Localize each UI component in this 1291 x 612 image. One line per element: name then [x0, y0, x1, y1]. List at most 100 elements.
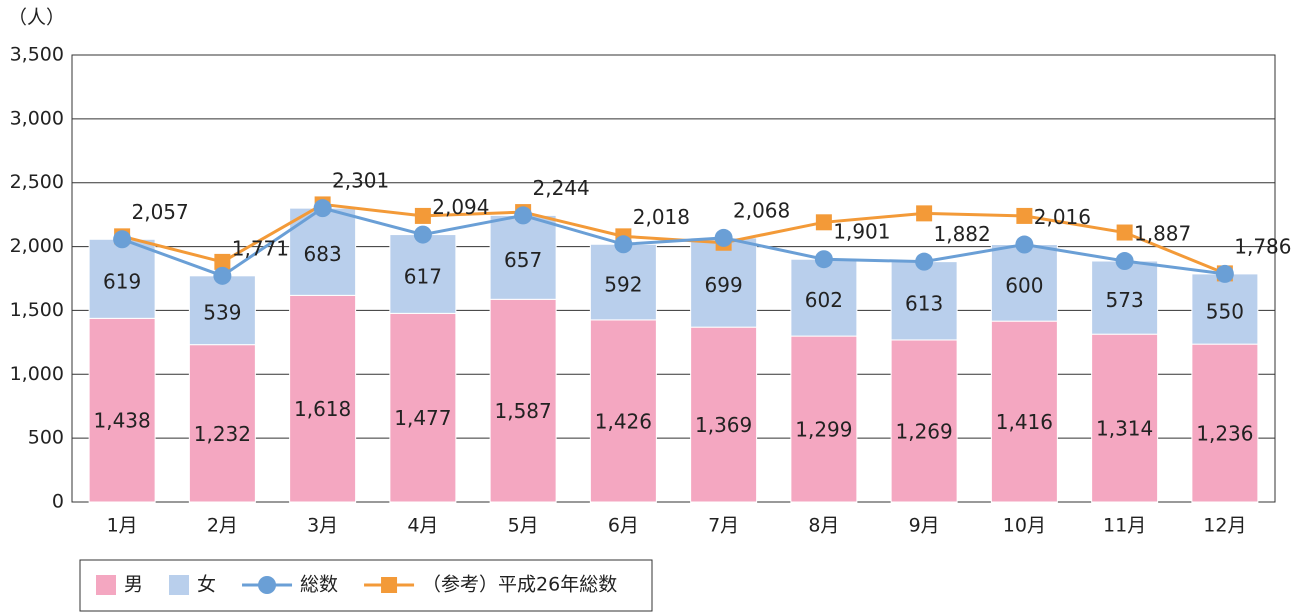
bar-segment [690, 237, 758, 328]
x-tick-label: 6月 [608, 515, 639, 537]
line-marker [915, 252, 934, 271]
x-tick-label: 10月 [1003, 515, 1046, 537]
data-label: 602 [805, 288, 843, 312]
data-label: 1,232 [194, 422, 251, 446]
bar-segment [790, 258, 858, 337]
x-tick-label: 7月 [708, 515, 739, 537]
line-marker [916, 205, 933, 222]
data-label: 1,771 [232, 236, 289, 260]
data-label: 1,314 [1096, 417, 1153, 441]
data-label: 1,236 [1196, 422, 1253, 446]
bar-segment [589, 243, 657, 321]
legend-label: 男 [124, 574, 143, 596]
plot-frame [71, 54, 1276, 503]
y-tick-label: 1,500 [10, 299, 64, 321]
bar-segment [88, 238, 156, 319]
line-marker [413, 225, 432, 244]
x-tick-label: 12月 [1203, 515, 1246, 537]
y-axis-label: （人） [8, 7, 65, 29]
data-label: 683 [304, 242, 342, 266]
legend-swatch [96, 575, 116, 595]
line-marker [1115, 252, 1134, 271]
y-tick-label: 2,500 [10, 171, 64, 193]
data-label: 592 [604, 273, 642, 297]
bar-segment [1091, 260, 1159, 335]
data-label: 539 [203, 301, 241, 325]
data-label: 613 [905, 291, 943, 315]
data-label: 1,438 [93, 409, 150, 433]
bar-segment [1191, 343, 1259, 503]
y-tick-label: 500 [28, 427, 64, 449]
x-tick-label: 1月 [107, 515, 138, 537]
x-tick-label: 8月 [808, 515, 839, 537]
data-label: 619 [103, 269, 141, 293]
bar-segment [1091, 333, 1159, 503]
data-label: 657 [504, 248, 542, 272]
data-label: 1,882 [933, 222, 990, 246]
data-label: 600 [1005, 273, 1043, 297]
bar-segment [790, 335, 858, 503]
bar-segment [690, 326, 758, 503]
legend-label: 総数 [300, 574, 338, 596]
line [121, 202, 1226, 275]
data-label: 1,369 [695, 413, 752, 437]
bar-segment [589, 319, 657, 503]
x-tick-label: 11月 [1103, 515, 1146, 537]
data-label: 573 [1106, 288, 1144, 312]
line-marker [514, 206, 533, 225]
data-label: 1,299 [795, 418, 852, 442]
line-marker [1015, 235, 1034, 254]
data-label: 699 [705, 273, 743, 297]
data-label: 1,416 [996, 410, 1053, 434]
y-tick-label: 3,500 [10, 44, 64, 66]
bar-segment [890, 261, 958, 341]
bar-segment [1191, 273, 1259, 345]
bar-segment [890, 339, 958, 503]
data-label: 2,057 [131, 200, 188, 224]
data-label: 1,786 [1234, 234, 1291, 258]
line-marker [815, 214, 832, 231]
line-marker [1016, 207, 1033, 224]
x-tick-label: 2月 [207, 515, 238, 537]
data-label: 1,887 [1134, 222, 1191, 246]
line [121, 206, 1226, 278]
data-label: 2,016 [1034, 205, 1091, 229]
x-tick-label: 5月 [508, 515, 539, 537]
bar-segment [990, 244, 1058, 322]
bar-segment [188, 275, 256, 346]
data-label: 2,301 [332, 169, 389, 193]
y-tick-label: 3,000 [10, 107, 64, 129]
bar-segment [489, 214, 557, 300]
legend-label: （参考）平成26年総数 [422, 574, 617, 596]
legend-marker [258, 576, 277, 594]
data-label: 1,477 [394, 406, 451, 430]
line-marker [814, 250, 833, 269]
data-label: 550 [1206, 300, 1244, 324]
line-marker [214, 253, 231, 270]
line-marker [714, 228, 733, 247]
line-marker [1116, 224, 1133, 241]
data-label: 1,901 [833, 220, 890, 244]
legend-marker [381, 577, 398, 593]
line-marker [313, 199, 332, 218]
x-tick-label: 4月 [407, 515, 438, 537]
legend-swatch [169, 575, 190, 595]
data-label: 1,269 [895, 419, 952, 443]
line-marker [614, 235, 633, 254]
data-label: 1,618 [294, 397, 351, 421]
line-marker [414, 207, 431, 224]
line-marker [113, 230, 132, 249]
y-tick-label: 2,000 [10, 235, 64, 257]
bar-segment [88, 317, 156, 503]
data-label: 2,094 [432, 195, 489, 219]
bar-segment [389, 234, 457, 314]
data-label: 2,244 [532, 176, 589, 200]
data-label: 2,018 [633, 205, 690, 229]
data-label: 617 [404, 264, 442, 288]
data-label: 1,587 [494, 399, 551, 423]
y-tick-label: 0 [52, 491, 64, 513]
data-label: 1,426 [595, 409, 652, 433]
data-label: 2,068 [733, 198, 790, 222]
bar-segment [990, 320, 1058, 503]
x-tick-label: 9月 [909, 515, 940, 537]
